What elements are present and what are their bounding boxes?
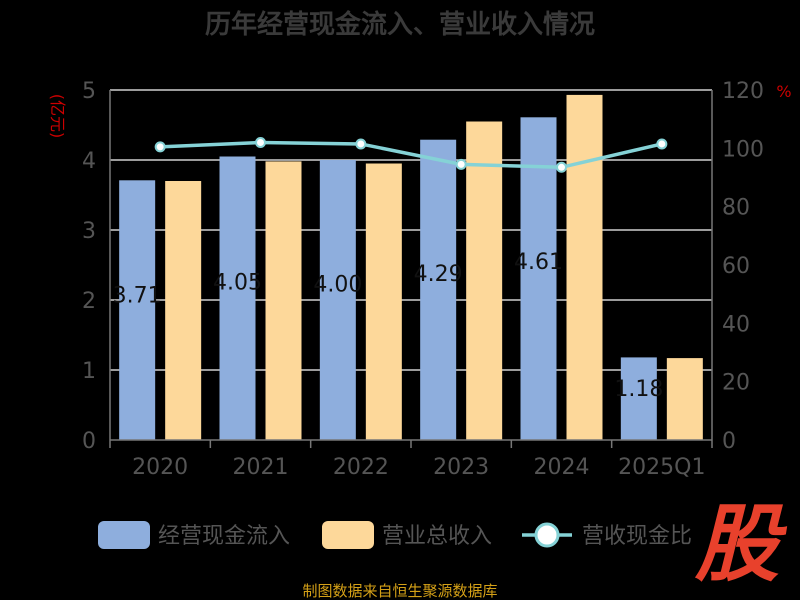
ratio-point <box>656 138 668 150</box>
ratio-point <box>154 141 166 153</box>
source-note: 制图数据来自恒生聚源数据库 <box>302 582 497 600</box>
x-tick-label: 2020 <box>132 455 188 480</box>
left-axis-ticks: 0 1 2 3 4 5 <box>82 79 96 454</box>
legend-swatch-cash-inflow <box>98 521 150 549</box>
right-tick-label: 0 <box>722 429 736 454</box>
legend-label-revenue: 营业总收入 <box>382 524 492 549</box>
bar-value-label: 1.18 <box>614 377 663 402</box>
bar-revenue <box>666 358 703 440</box>
x-tick-label: 2025Q1 <box>618 455 705 480</box>
bar-revenue <box>466 121 503 440</box>
bar-cash-inflow <box>219 156 256 440</box>
right-tick-label: 100 <box>722 137 764 162</box>
left-tick-label: 1 <box>82 359 96 384</box>
left-tick-label: 4 <box>82 149 96 174</box>
legend-swatch-revenue <box>322 521 374 549</box>
right-tick-label: 120 <box>722 79 764 104</box>
bar-cash-inflow <box>420 139 457 440</box>
bar-revenue <box>566 94 603 441</box>
bar-revenue <box>165 181 202 440</box>
bar-cash-inflow <box>119 180 156 441</box>
x-axis: 2020 2021 2022 2023 2024 2025Q1 <box>109 90 713 480</box>
right-tick-label: 20 <box>722 371 750 396</box>
bar-cash-inflow <box>520 117 557 441</box>
bar-value-label: 4.05 <box>213 271 262 296</box>
bar-cash-inflow <box>620 357 657 440</box>
x-tick-label: 2022 <box>333 455 389 480</box>
legend: 经营现金流入 营业总收入 营收现金比 <box>98 521 692 549</box>
bar-revenue <box>265 161 302 440</box>
grid <box>110 89 712 371</box>
legend-swatch-ratio-marker <box>534 522 560 548</box>
right-axis-ticks: 0 20 40 60 80 100 120 <box>722 79 764 454</box>
ratio-line-path <box>160 140 663 170</box>
brand-logo: 股 <box>694 495 788 593</box>
right-tick-label: 80 <box>722 196 750 221</box>
ratio-point <box>556 161 567 173</box>
right-tick-label: 40 <box>722 312 750 337</box>
bar-value-label: 4.29 <box>414 262 463 287</box>
legend-label-cash-inflow: 经营现金流入 <box>158 524 290 549</box>
ratio-point <box>355 138 367 150</box>
ratio-point <box>255 137 266 148</box>
left-tick-label: 0 <box>82 429 96 454</box>
left-axis-unit: (亿元) <box>48 94 67 139</box>
legend-label-ratio: 营收现金比 <box>582 524 692 549</box>
left-tick-label: 5 <box>82 79 96 104</box>
x-tick-label: 2023 <box>433 455 489 480</box>
bar-labels: 3.71 4.05 4.00 4.29 4.61 1.18 <box>113 250 664 402</box>
x-tick-label: 2024 <box>534 455 590 480</box>
bar-value-label: 4.00 <box>313 273 362 298</box>
right-axis-unit: % <box>776 82 791 101</box>
bar-value-label: 3.71 <box>113 283 162 308</box>
chart-title: 历年经营现金流入、营业收入情况 <box>205 9 595 40</box>
left-tick-label: 2 <box>82 289 96 314</box>
right-tick-label: 60 <box>722 254 750 279</box>
bar-value-label: 4.61 <box>514 250 563 275</box>
bar-cash-inflow <box>319 160 356 440</box>
left-tick-label: 3 <box>82 219 96 244</box>
bars <box>119 94 703 441</box>
ratio-point <box>455 158 467 170</box>
x-tick-label: 2021 <box>233 455 289 480</box>
bar-revenue <box>365 163 402 440</box>
ratio-line <box>154 137 668 173</box>
